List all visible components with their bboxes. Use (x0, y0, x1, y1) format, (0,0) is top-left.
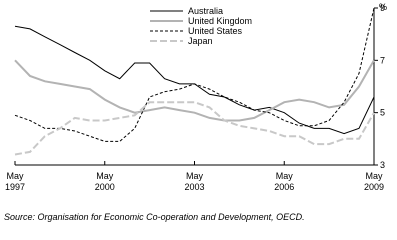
chart: % Source: Organisation for Economic Co-o… (4, 2, 387, 222)
legend-label: Australia (188, 6, 223, 16)
y-tick-label: 7 (380, 55, 385, 65)
y-tick-label: 3 (380, 160, 385, 170)
x-tick-label: May 2003 (184, 171, 204, 192)
y-tick-label: 9 (380, 3, 385, 13)
series-line (14, 7, 375, 142)
series-line (14, 101, 375, 156)
unit-label: % (379, 2, 387, 12)
legend-label: Japan (188, 36, 213, 46)
y-tick-label: 5 (380, 108, 385, 118)
source-note: Source: Organisation for Economic Co-ope… (4, 212, 305, 222)
x-tick-label: May 2000 (95, 171, 115, 192)
legend-label: United States (188, 26, 243, 36)
series-line (14, 59, 375, 122)
x-tick-label: May 2009 (364, 171, 384, 192)
x-tick-label: May 1997 (5, 171, 25, 192)
legend-label: United Kingdom (188, 16, 252, 26)
x-tick-label: May 2006 (274, 171, 294, 192)
